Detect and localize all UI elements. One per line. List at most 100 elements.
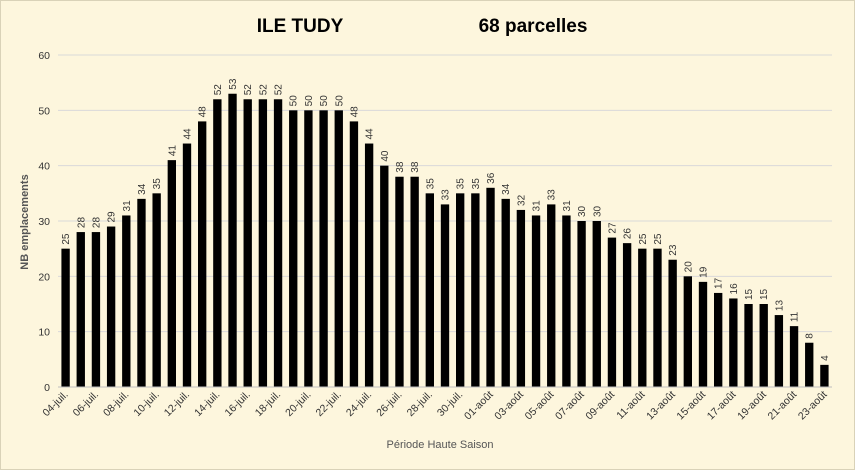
bar: [91, 232, 101, 387]
bar: [789, 326, 799, 387]
data-label: 34: [137, 183, 148, 195]
bar: [805, 342, 814, 387]
y-tick-label: 40: [38, 161, 50, 173]
bar: [516, 209, 526, 387]
bar: [774, 315, 784, 387]
bar: [122, 215, 131, 387]
data-label: 33: [441, 189, 452, 201]
data-label: 23: [668, 244, 679, 256]
bar: [76, 232, 85, 387]
y-tick-label: 60: [38, 50, 50, 62]
data-label: 53: [228, 78, 239, 90]
bar: [425, 193, 434, 387]
data-label: 16: [729, 283, 740, 295]
data-label: 50: [334, 95, 345, 107]
data-label: 25: [653, 233, 664, 245]
data-label: 35: [152, 178, 163, 190]
bar: [668, 259, 677, 387]
bar: [653, 248, 662, 387]
data-label: 34: [501, 183, 512, 195]
chart-title-right: 68 parcelles: [479, 16, 588, 37]
data-label: 44: [183, 128, 194, 140]
bar: [486, 187, 495, 387]
bar: [152, 193, 161, 387]
bar: [471, 193, 480, 387]
bar: [638, 248, 647, 387]
bar: [289, 110, 298, 387]
bar: [213, 99, 222, 388]
data-label: 50: [289, 95, 300, 107]
bar: [759, 304, 768, 387]
bar: [106, 226, 116, 387]
bar: [182, 143, 192, 387]
bar: [501, 198, 510, 387]
data-label: 4: [820, 355, 831, 361]
y-tick-label: 10: [38, 327, 50, 339]
bar: [198, 121, 207, 388]
bar: [683, 276, 692, 387]
bar: [137, 198, 146, 387]
data-label: 35: [471, 178, 482, 190]
data-label: 35: [425, 178, 436, 190]
data-label: 28: [76, 217, 87, 229]
bar: [547, 204, 556, 387]
data-label: 11: [790, 311, 801, 322]
data-label: 25: [61, 233, 72, 245]
data-label: 27: [607, 222, 618, 234]
bar: [349, 121, 359, 388]
bar: [607, 237, 617, 387]
bar: [531, 215, 541, 387]
data-label: 52: [243, 84, 254, 96]
bar: [61, 248, 70, 387]
bar: [744, 304, 753, 387]
bar: [410, 176, 419, 387]
bar: [304, 110, 313, 387]
y-axis-ticks: 0 10 20 30 40 50 60: [38, 50, 50, 394]
data-label: 40: [380, 150, 391, 162]
data-label: 19: [699, 266, 710, 278]
data-label: 31: [532, 200, 543, 212]
bar: [258, 99, 268, 388]
data-label: 38: [395, 161, 406, 173]
data-label: 36: [486, 172, 497, 184]
y-tick-label: 30: [38, 216, 50, 228]
bar: [334, 110, 343, 387]
bar: [440, 204, 450, 387]
data-label: 8: [805, 333, 816, 339]
data-label: 48: [349, 106, 360, 118]
data-label: 30: [577, 205, 588, 217]
bar: [380, 165, 389, 387]
data-label: 15: [759, 288, 770, 300]
bar: [395, 176, 404, 387]
y-tick-label: 50: [38, 105, 50, 117]
bar: [243, 99, 252, 388]
bar: [228, 93, 237, 387]
bar: [562, 215, 571, 387]
chart-title-left: ILE TUDY: [257, 16, 344, 37]
data-label: 38: [410, 161, 421, 173]
data-label: 52: [274, 84, 285, 96]
bar: [319, 110, 328, 387]
data-label: 31: [122, 200, 133, 212]
y-tick-label: 0: [44, 382, 50, 394]
data-label: 50: [304, 95, 315, 107]
data-label: 15: [744, 288, 755, 300]
bar: [714, 292, 723, 387]
data-label: 41: [167, 145, 178, 157]
data-label: 33: [547, 189, 558, 201]
bar: [577, 221, 586, 387]
data-label: 50: [319, 95, 330, 107]
data-label: 52: [213, 84, 224, 96]
bar: [820, 364, 829, 387]
bar: [698, 281, 708, 387]
data-label: 31: [562, 200, 573, 212]
data-label: 26: [623, 228, 634, 240]
bar: [364, 143, 374, 387]
data-label: 48: [198, 106, 209, 118]
data-label: 44: [365, 128, 376, 140]
data-label: 29: [107, 211, 118, 223]
y-axis-title: NB emplacements: [19, 174, 31, 269]
